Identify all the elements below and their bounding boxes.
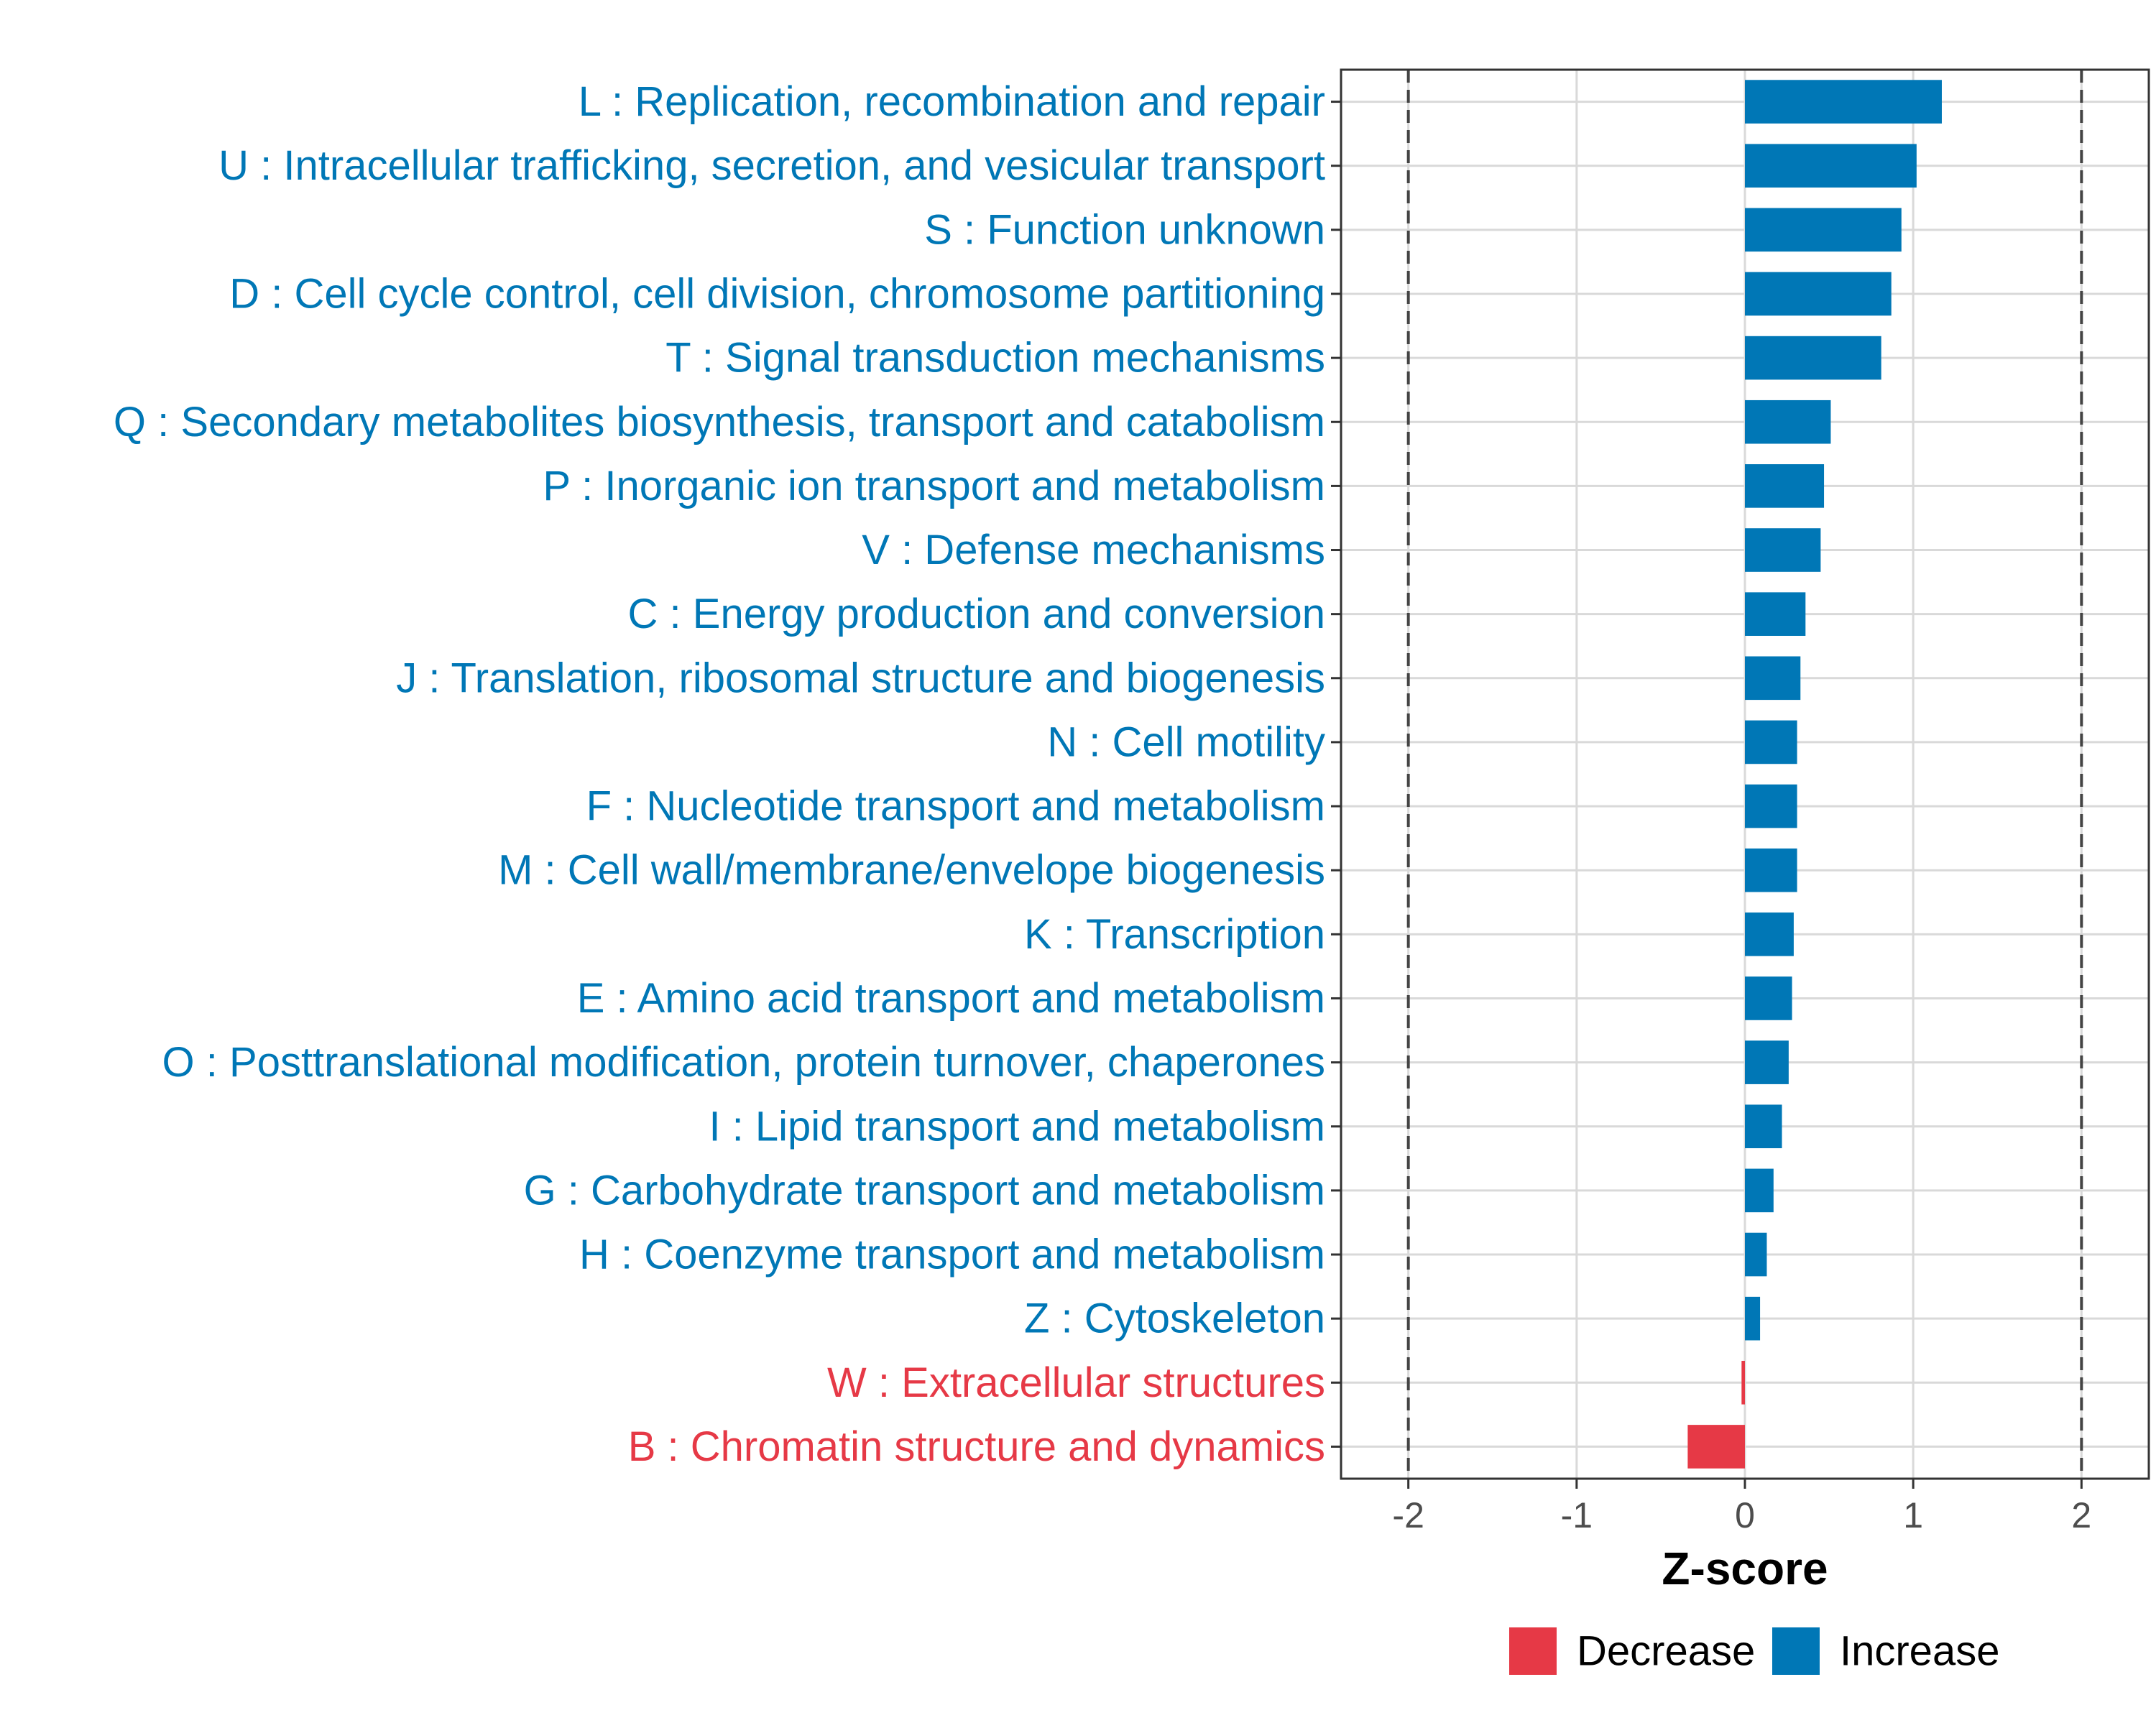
category-label-3: D : Cell cycle control, cell division, c… (229, 270, 1325, 317)
bar-0 (1745, 80, 1942, 124)
bar-9 (1745, 656, 1801, 701)
x-tick-label-0: -2 (1392, 1495, 1424, 1535)
x-tick-label-1: -1 (1561, 1495, 1593, 1535)
category-label-18: H : Coenzyme transport and metabolism (579, 1232, 1325, 1278)
bar-21 (1687, 1425, 1745, 1469)
bar-14 (1745, 976, 1792, 1020)
category-label-0: L : Replication, recombination and repai… (579, 78, 1325, 125)
bar-6 (1745, 464, 1825, 508)
legend-label-decrease: Decrease (1577, 1628, 1755, 1675)
category-label-10: N : Cell motility (1047, 719, 1325, 765)
category-label-2: S : Function unknown (924, 206, 1325, 253)
bar-8 (1745, 592, 1806, 636)
category-label-7: V : Defense mechanisms (862, 527, 1325, 573)
category-label-21: B : Chromatin structure and dynamics (628, 1423, 1325, 1470)
x-tick-label-2: 0 (1735, 1495, 1755, 1535)
category-label-6: P : Inorganic ion transport and metaboli… (543, 463, 1325, 509)
category-label-13: K : Transcription (1024, 911, 1325, 958)
bar-5 (1745, 399, 1831, 444)
category-label-14: E : Amino acid transport and metabolism (577, 975, 1325, 1022)
category-label-8: C : Energy production and conversion (628, 591, 1325, 637)
category-label-12: M : Cell wall/membrane/envelope biogenes… (498, 847, 1325, 894)
category-label-20: W : Extracellular structures (827, 1359, 1325, 1406)
category-label-19: Z : Cytoskeleton (1024, 1295, 1325, 1342)
bar-13 (1745, 912, 1794, 956)
bar-1 (1745, 144, 1917, 188)
bar-20 (1741, 1360, 1745, 1405)
bar-15 (1745, 1040, 1789, 1084)
category-label-9: J : Translation, ribosomal structure and… (396, 655, 1325, 701)
bar-12 (1745, 848, 1797, 892)
bar-2 (1745, 208, 1902, 252)
bar-11 (1745, 784, 1797, 828)
bar-10 (1745, 720, 1797, 764)
legend-key-decrease (1509, 1627, 1557, 1675)
legend-key-increase (1772, 1627, 1820, 1675)
bar-17 (1745, 1168, 1774, 1213)
category-label-16: I : Lipid transport and metabolism (709, 1103, 1325, 1150)
category-label-17: G : Carbohydrate transport and metabolis… (524, 1167, 1325, 1214)
x-tick-label-4: 2 (2071, 1495, 2091, 1535)
bar-4 (1745, 336, 1881, 380)
category-label-5: Q : Secondary metabolites biosynthesis, … (114, 399, 1325, 445)
category-label-15: O : Posttranslational modification, prot… (162, 1039, 1325, 1086)
x-axis-title: Z-score (1662, 1543, 1828, 1594)
category-label-4: T : Signal transduction mechanisms (665, 335, 1325, 382)
bar-16 (1745, 1104, 1782, 1149)
bar-7 (1745, 528, 1821, 572)
category-label-1: U : Intracellular trafficking, secretion… (218, 142, 1325, 189)
bar-18 (1745, 1232, 1767, 1277)
bar-3 (1745, 272, 1892, 316)
category-label-11: F : Nucleotide transport and metabolism (586, 783, 1325, 830)
x-tick-label-3: 1 (1903, 1495, 1923, 1535)
legend-label-increase: Increase (1840, 1628, 1999, 1675)
bar-19 (1745, 1296, 1761, 1341)
